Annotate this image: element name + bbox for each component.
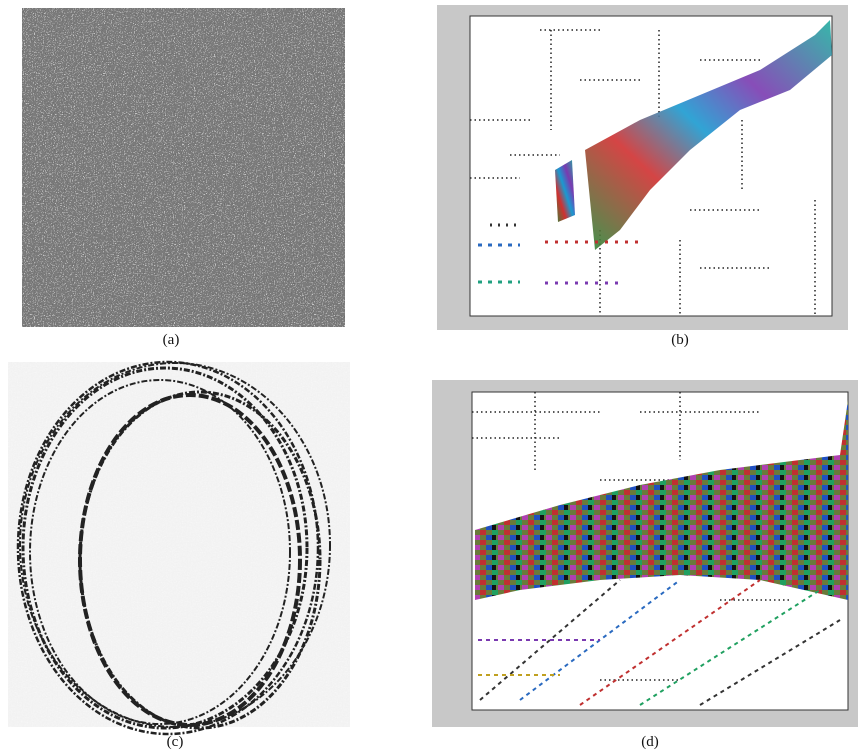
data-cluster [555,160,575,222]
caption: (a) [163,332,180,348]
caption: (d) [641,734,659,750]
data-streaks [478,579,841,706]
rings [16,360,331,736]
data-points [478,223,640,285]
ring-image [8,362,350,727]
panel-a: (a) [22,8,345,348]
data-band [475,400,848,600]
data-band [585,20,832,250]
grid [472,392,790,681]
panel-b [437,5,848,330]
panel-c: (c) [8,360,350,750]
caption: (c) [167,734,184,750]
noise-image [22,8,345,327]
caption: (b) [671,332,689,348]
panel-d: (d) [432,380,858,750]
